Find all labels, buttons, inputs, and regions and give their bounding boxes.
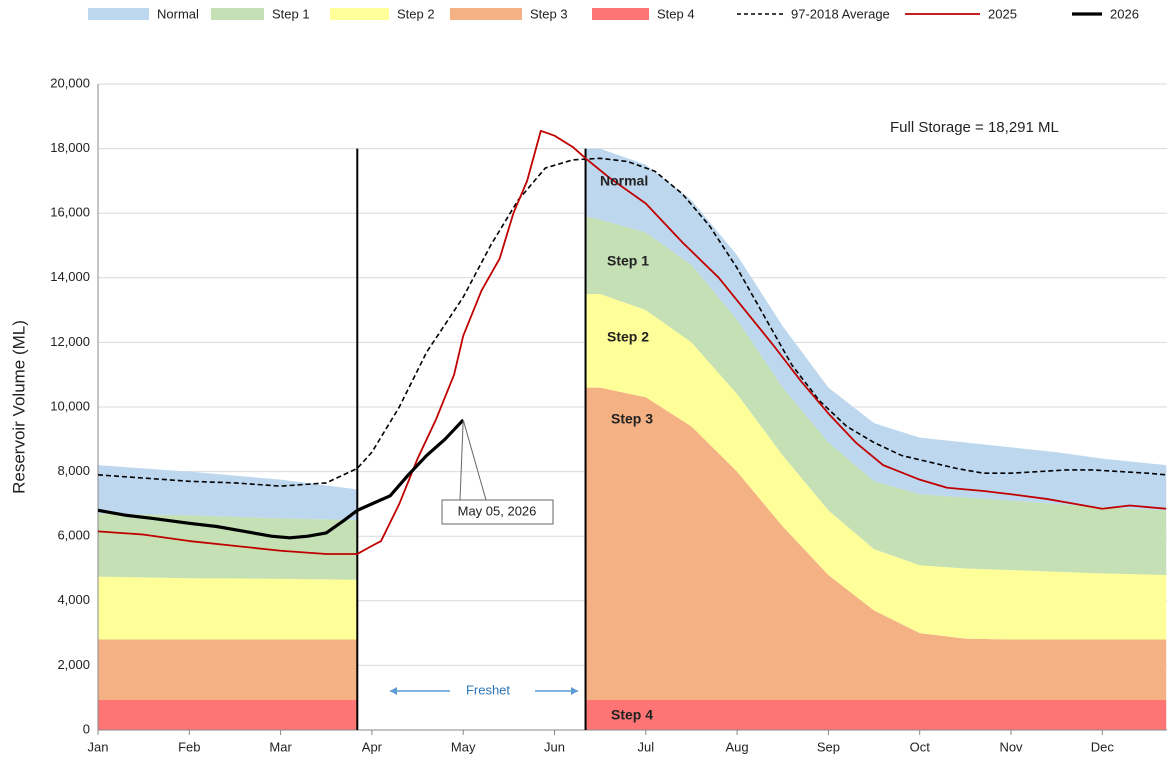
x-tick-label: Jun <box>544 739 565 754</box>
legend-swatch <box>450 8 522 20</box>
y-tick-label: 18,000 <box>50 140 90 155</box>
band-area <box>585 216 1167 575</box>
legend-swatch <box>211 8 264 20</box>
x-tick-label: Dec <box>1091 739 1115 754</box>
series-line <box>97 418 465 540</box>
band-area <box>98 699 358 730</box>
x-tick-label: Jul <box>637 739 654 754</box>
x-tick-label: May <box>451 739 476 754</box>
band-area <box>98 513 358 580</box>
x-tick-label: Oct <box>910 739 931 754</box>
storage-note: Full Storage = 18,291 ML <box>890 119 1059 136</box>
x-tick-label: Mar <box>269 739 292 754</box>
legend-swatch <box>88 8 149 20</box>
freshet-arrowhead <box>571 687 578 695</box>
band-label: Step 3 <box>611 411 653 427</box>
legend-label: 97-2018 Average <box>791 6 890 21</box>
y-tick-label: 4,000 <box>57 592 90 607</box>
legend-label: Step 2 <box>397 6 435 21</box>
x-tick-label: Sep <box>817 739 840 754</box>
series-line <box>97 129 1167 555</box>
y-tick-label: 2,000 <box>57 657 90 672</box>
y-tick-label: 6,000 <box>57 528 90 543</box>
x-tick-label: Aug <box>726 739 749 754</box>
callout-box <box>441 499 554 525</box>
legend-label: Step 4 <box>657 6 695 21</box>
freshet-arrowhead <box>390 687 397 695</box>
band-label: Normal <box>600 173 648 189</box>
y-tick-label: 0 <box>83 721 90 736</box>
band-area <box>585 148 1167 511</box>
legend-label: Step 3 <box>530 6 568 21</box>
legend-label: Step 1 <box>272 6 310 21</box>
x-tick-label: Jan <box>88 739 109 754</box>
y-tick-label: 14,000 <box>50 269 90 284</box>
band-area <box>585 293 1167 640</box>
x-tick-label: Feb <box>178 739 200 754</box>
y-axis-label: Reservoir Volume (ML) <box>9 320 28 494</box>
y-tick-label: 16,000 <box>50 205 90 220</box>
band-area <box>585 699 1167 730</box>
band-label: Step 2 <box>607 329 649 345</box>
y-tick-label: 10,000 <box>50 398 90 413</box>
x-tick-label: Apr <box>362 739 383 754</box>
callout-leader <box>462 419 487 501</box>
y-tick-label: 8,000 <box>57 463 90 478</box>
band-label: Step 1 <box>607 253 649 269</box>
legend-swatch <box>592 8 649 20</box>
legend-swatch <box>330 8 389 20</box>
band-area <box>98 465 358 521</box>
callout-leader <box>459 419 464 501</box>
band-area <box>585 387 1167 700</box>
legend-label: Normal <box>157 6 199 21</box>
band-label: Step 4 <box>611 707 653 723</box>
x-tick-label: Nov <box>999 739 1023 754</box>
band-area <box>98 639 358 700</box>
freshet-label: Freshet <box>466 682 510 697</box>
series-line <box>97 157 1167 487</box>
y-tick-label: 20,000 <box>50 75 90 90</box>
legend-label: 2025 <box>988 6 1017 21</box>
y-tick-label: 12,000 <box>50 334 90 349</box>
date-callout: May 05, 2026 <box>458 503 537 518</box>
band-area <box>98 576 358 640</box>
legend-label: 2026 <box>1110 6 1139 21</box>
